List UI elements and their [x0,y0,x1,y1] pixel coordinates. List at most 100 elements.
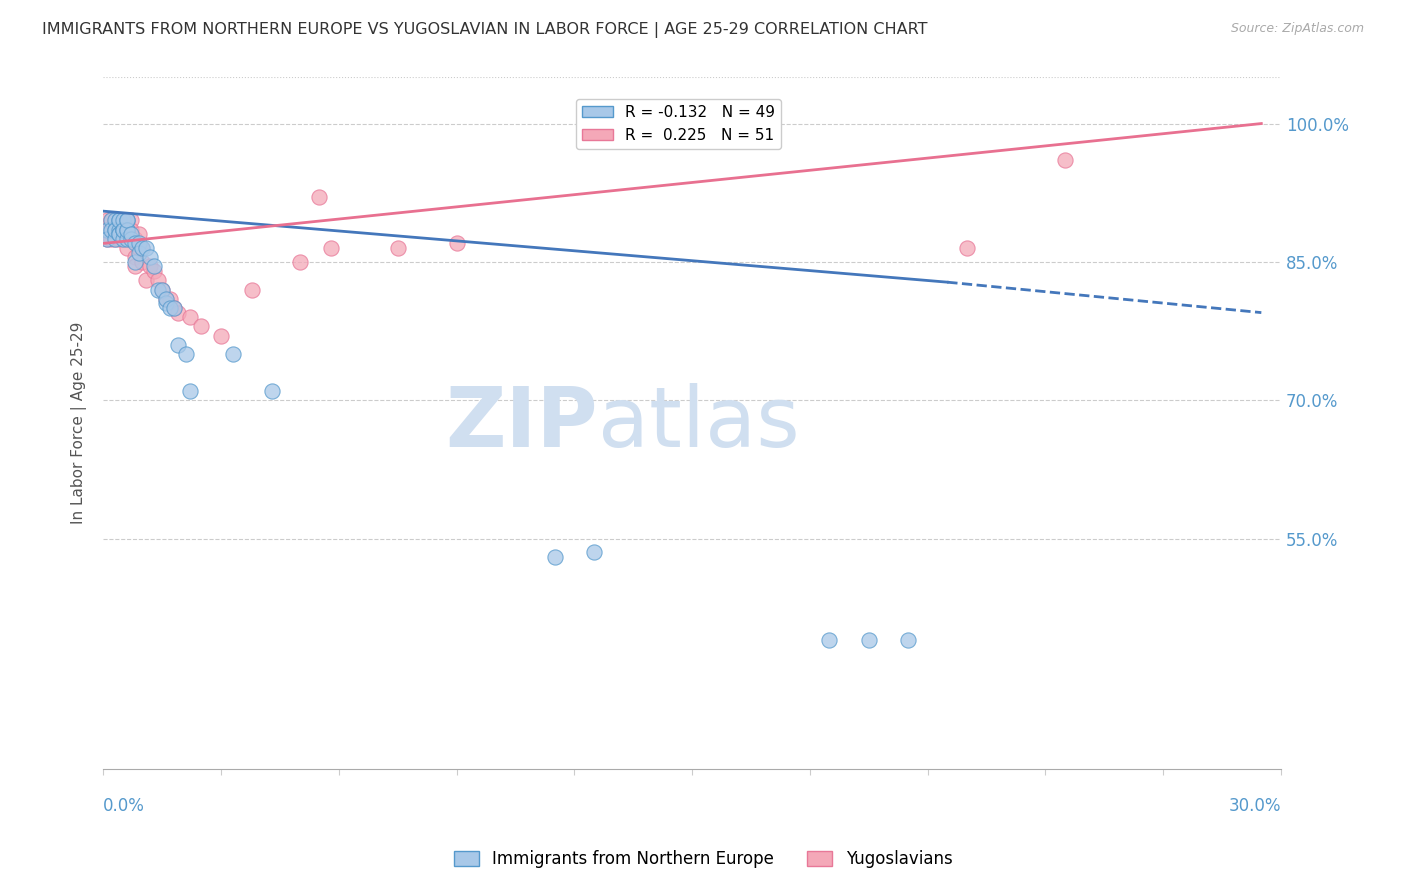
Point [319,241,342,255]
Point [111,232,134,246]
Point [111,213,134,227]
Point [96,232,118,246]
Point [143,260,166,274]
Point [146,283,169,297]
Point [100,213,122,227]
Point [956,241,979,255]
Point [115,213,138,227]
Point [858,632,880,647]
Point [128,236,150,251]
Point [111,232,134,246]
Legend: Immigrants from Northern Europe, Yugoslavians: Immigrants from Northern Europe, Yugosla… [447,844,959,875]
Point [128,227,150,242]
Text: 0.0%: 0.0% [103,797,145,814]
Point [163,301,186,315]
Point [100,222,122,236]
Point [135,273,157,287]
Point [120,213,142,227]
Point [124,260,146,274]
Point [115,222,138,236]
Y-axis label: In Labor Force | Age 25-29: In Labor Force | Age 25-29 [72,322,87,524]
Point [108,222,131,236]
Point [124,255,146,269]
Point [120,222,142,236]
Point [190,319,212,334]
Point [111,222,134,236]
Point [96,222,118,236]
Point [1053,153,1076,168]
Point [135,241,157,255]
Point [131,255,153,269]
Point [155,292,177,306]
Point [155,292,177,306]
Point [111,222,134,236]
Point [166,338,188,352]
Point [146,273,169,287]
Point [179,384,201,398]
Point [139,250,162,264]
Point [582,545,605,559]
Text: IMMIGRANTS FROM NORTHERN EUROPE VS YUGOSLAVIAN IN LABOR FORCE | AGE 25-29 CORREL: IMMIGRANTS FROM NORTHERN EUROPE VS YUGOS… [42,22,928,38]
Point [159,292,181,306]
Point [124,232,146,246]
Point [96,213,118,227]
Point [108,227,131,242]
Point [120,227,142,242]
Point [104,232,127,246]
Point [222,347,245,361]
Point [100,232,122,246]
Point [115,241,138,255]
Point [104,222,127,236]
Text: ZIP: ZIP [446,383,598,464]
Point [163,301,186,315]
Text: Source: ZipAtlas.com: Source: ZipAtlas.com [1230,22,1364,36]
Point [108,222,131,236]
Point [128,241,150,255]
Point [242,283,264,297]
Point [143,264,166,278]
Point [897,632,920,647]
Point [166,305,188,319]
Point [108,213,131,227]
Point [100,213,122,227]
Point [108,232,131,246]
Point [260,384,283,398]
Point [108,213,131,227]
Point [104,213,127,227]
Point [115,222,138,236]
Point [159,301,181,315]
Point [108,227,131,242]
Point [104,213,127,227]
Point [115,232,138,246]
Point [96,222,118,236]
Point [96,232,118,246]
Point [115,213,138,227]
Point [120,232,142,246]
Point [104,213,127,227]
Point [115,222,138,236]
Point [150,283,173,297]
Point [108,213,131,227]
Point [111,227,134,242]
Point [124,236,146,251]
Point [139,260,162,274]
Point [209,328,232,343]
Point [104,222,127,236]
Point [155,296,177,310]
Point [818,632,841,647]
Point [131,241,153,255]
Point [544,549,567,564]
Point [120,232,142,246]
Point [111,222,134,236]
Text: 30.0%: 30.0% [1229,797,1281,814]
Point [111,213,134,227]
Point [124,250,146,264]
Point [150,283,173,297]
Legend: R = -0.132   N = 49, R =  0.225   N = 51: R = -0.132 N = 49, R = 0.225 N = 51 [576,99,782,149]
Text: atlas: atlas [598,383,800,464]
Point [111,222,134,236]
Point [115,232,138,246]
Point [179,310,201,325]
Point [108,227,131,242]
Point [115,213,138,227]
